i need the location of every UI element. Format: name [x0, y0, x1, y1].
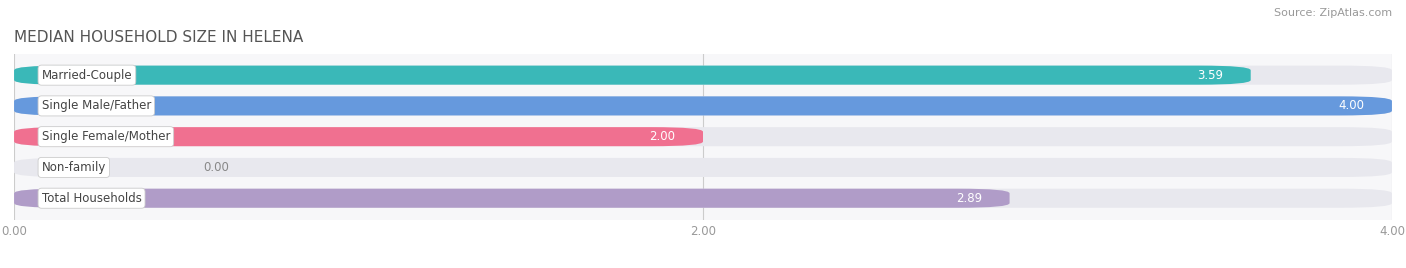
Text: MEDIAN HOUSEHOLD SIZE IN HELENA: MEDIAN HOUSEHOLD SIZE IN HELENA [14, 31, 304, 46]
Text: 4.00: 4.00 [1339, 99, 1364, 112]
Text: Non-family: Non-family [42, 161, 105, 174]
Text: Total Households: Total Households [42, 192, 142, 205]
Text: 3.59: 3.59 [1197, 69, 1223, 82]
FancyBboxPatch shape [14, 127, 703, 146]
FancyBboxPatch shape [14, 66, 1392, 85]
Text: Source: ZipAtlas.com: Source: ZipAtlas.com [1274, 8, 1392, 18]
FancyBboxPatch shape [14, 189, 1392, 208]
Text: Married-Couple: Married-Couple [42, 69, 132, 82]
Text: 0.00: 0.00 [204, 161, 229, 174]
FancyBboxPatch shape [14, 127, 1392, 146]
Text: Single Male/Father: Single Male/Father [42, 99, 150, 112]
FancyBboxPatch shape [14, 96, 1392, 116]
Text: Single Female/Mother: Single Female/Mother [42, 130, 170, 143]
Text: 2.00: 2.00 [650, 130, 675, 143]
FancyBboxPatch shape [14, 96, 1392, 116]
Text: 2.89: 2.89 [956, 192, 981, 205]
FancyBboxPatch shape [14, 158, 1392, 177]
FancyBboxPatch shape [14, 66, 1251, 85]
FancyBboxPatch shape [14, 189, 1010, 208]
